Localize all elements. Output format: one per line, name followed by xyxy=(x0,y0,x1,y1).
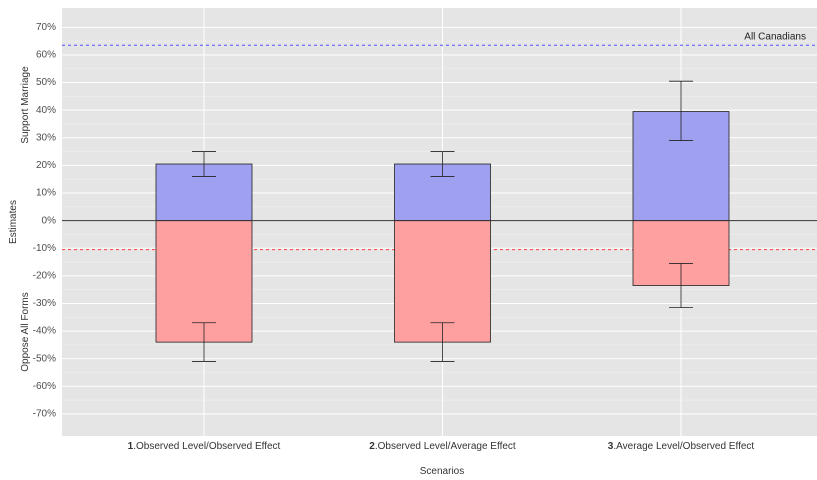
y-axis-title: Estimates xyxy=(8,200,19,244)
y-tick-label: -60% xyxy=(33,381,56,392)
error-bars xyxy=(192,80,693,362)
error-bar-oppose xyxy=(192,322,216,362)
x-tick-text: .Observed Level/Observed Effect xyxy=(133,441,280,452)
y-axis-title-support: Support Marriage xyxy=(20,66,31,144)
y-tick-label: -10% xyxy=(33,243,56,254)
y-tick-label: -40% xyxy=(33,326,56,337)
y-tick-label: -20% xyxy=(33,270,56,281)
x-tick-text: .Average Level/Observed Effect xyxy=(613,441,754,452)
x-tick-text: .Observed Level/Average Effect xyxy=(375,441,516,452)
x-axis-title: Scenarios xyxy=(420,466,464,477)
x-tick-number: 2 xyxy=(369,441,375,452)
x-tick-label: 1.Observed Level/Observed Effect xyxy=(128,441,281,452)
y-tick-label: -70% xyxy=(33,409,56,420)
error-bar-support xyxy=(192,151,216,177)
y-axis-title-oppose: Oppose All Forms xyxy=(20,292,31,371)
y-tick-label: 50% xyxy=(36,77,56,88)
y-tick-label: -30% xyxy=(33,298,56,309)
annotations: All Canadians xyxy=(744,31,806,42)
y-tick-label: 70% xyxy=(36,22,56,33)
x-tick-labels: 1.Observed Level/Observed Effect 2.Observ… xyxy=(128,441,755,452)
reference-line-label: All Canadians xyxy=(744,31,806,42)
y-tick-label: 10% xyxy=(36,188,56,199)
bar-oppose xyxy=(155,220,253,343)
x-tick-label: 2.Observed Level/Average Effect xyxy=(369,441,516,452)
error-bar-support xyxy=(430,151,455,177)
error-bar-oppose xyxy=(669,263,693,309)
x-tick-label: 3.Average Level/Observed Effect xyxy=(608,441,755,452)
x-tick-number: 1 xyxy=(128,441,134,452)
error-bar-oppose xyxy=(430,322,455,362)
y-tick-label: 60% xyxy=(36,50,56,61)
x-tick-number: 3 xyxy=(608,441,614,452)
y-tick-label: 20% xyxy=(36,160,56,171)
y-tick-label: 30% xyxy=(36,132,56,143)
y-tick-labels: -70% -60% -50% -40% -30% -20% -10% 0% 10% 20% 30% 4… xyxy=(33,22,56,420)
y-tick-label: 0% xyxy=(42,215,57,226)
y-tick-label: -50% xyxy=(33,353,56,364)
error-bar-support xyxy=(669,80,693,141)
y-tick-label: 40% xyxy=(36,105,56,116)
